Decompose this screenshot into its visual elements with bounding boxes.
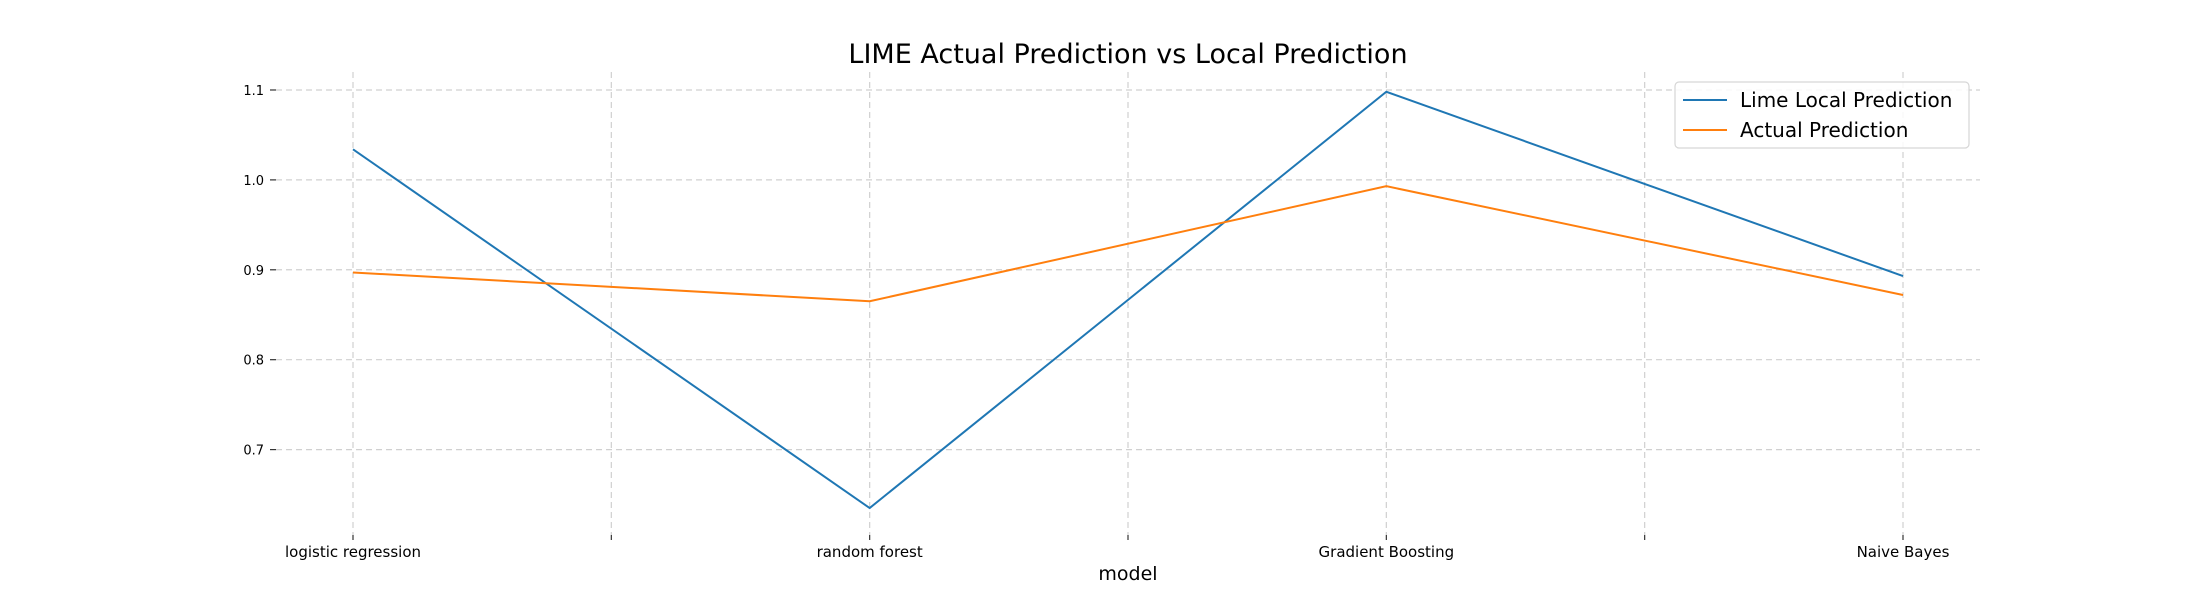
x-tick-label: logistic regression	[285, 543, 421, 561]
x-tick-label: Naive Bayes	[1857, 543, 1950, 561]
y-tick-label: 0.8	[243, 354, 264, 369]
x-axis-label: model	[1098, 563, 1157, 585]
grid	[276, 72, 1980, 535]
series-lines	[352, 90, 1904, 510]
y-tick-label: 1.0	[243, 174, 264, 189]
series-line-2	[352, 185, 1904, 303]
y-tick-label: 1.1	[243, 84, 264, 99]
legend: Lime Local Prediction Actual Prediction	[1674, 81, 1970, 149]
y-tick-label: 0.9	[243, 264, 264, 279]
x-tick-label: Gradient Boosting	[1319, 543, 1455, 561]
chart-title: LIME Actual Prediction vs Local Predicti…	[848, 39, 1407, 70]
x-axis: logistic regression random forest Gradient…	[285, 535, 1950, 561]
legend-label: Actual Prediction	[1740, 118, 1908, 142]
y-tick-label: 0.7	[243, 444, 264, 459]
series-line-1	[352, 90, 1904, 510]
x-tick-label: random forest	[817, 543, 923, 561]
legend-box	[1674, 81, 1970, 149]
legend-label: Lime Local Prediction	[1740, 88, 1952, 112]
y-axis: 0.7 0.8 0.9 1.0 1.1	[243, 84, 276, 459]
